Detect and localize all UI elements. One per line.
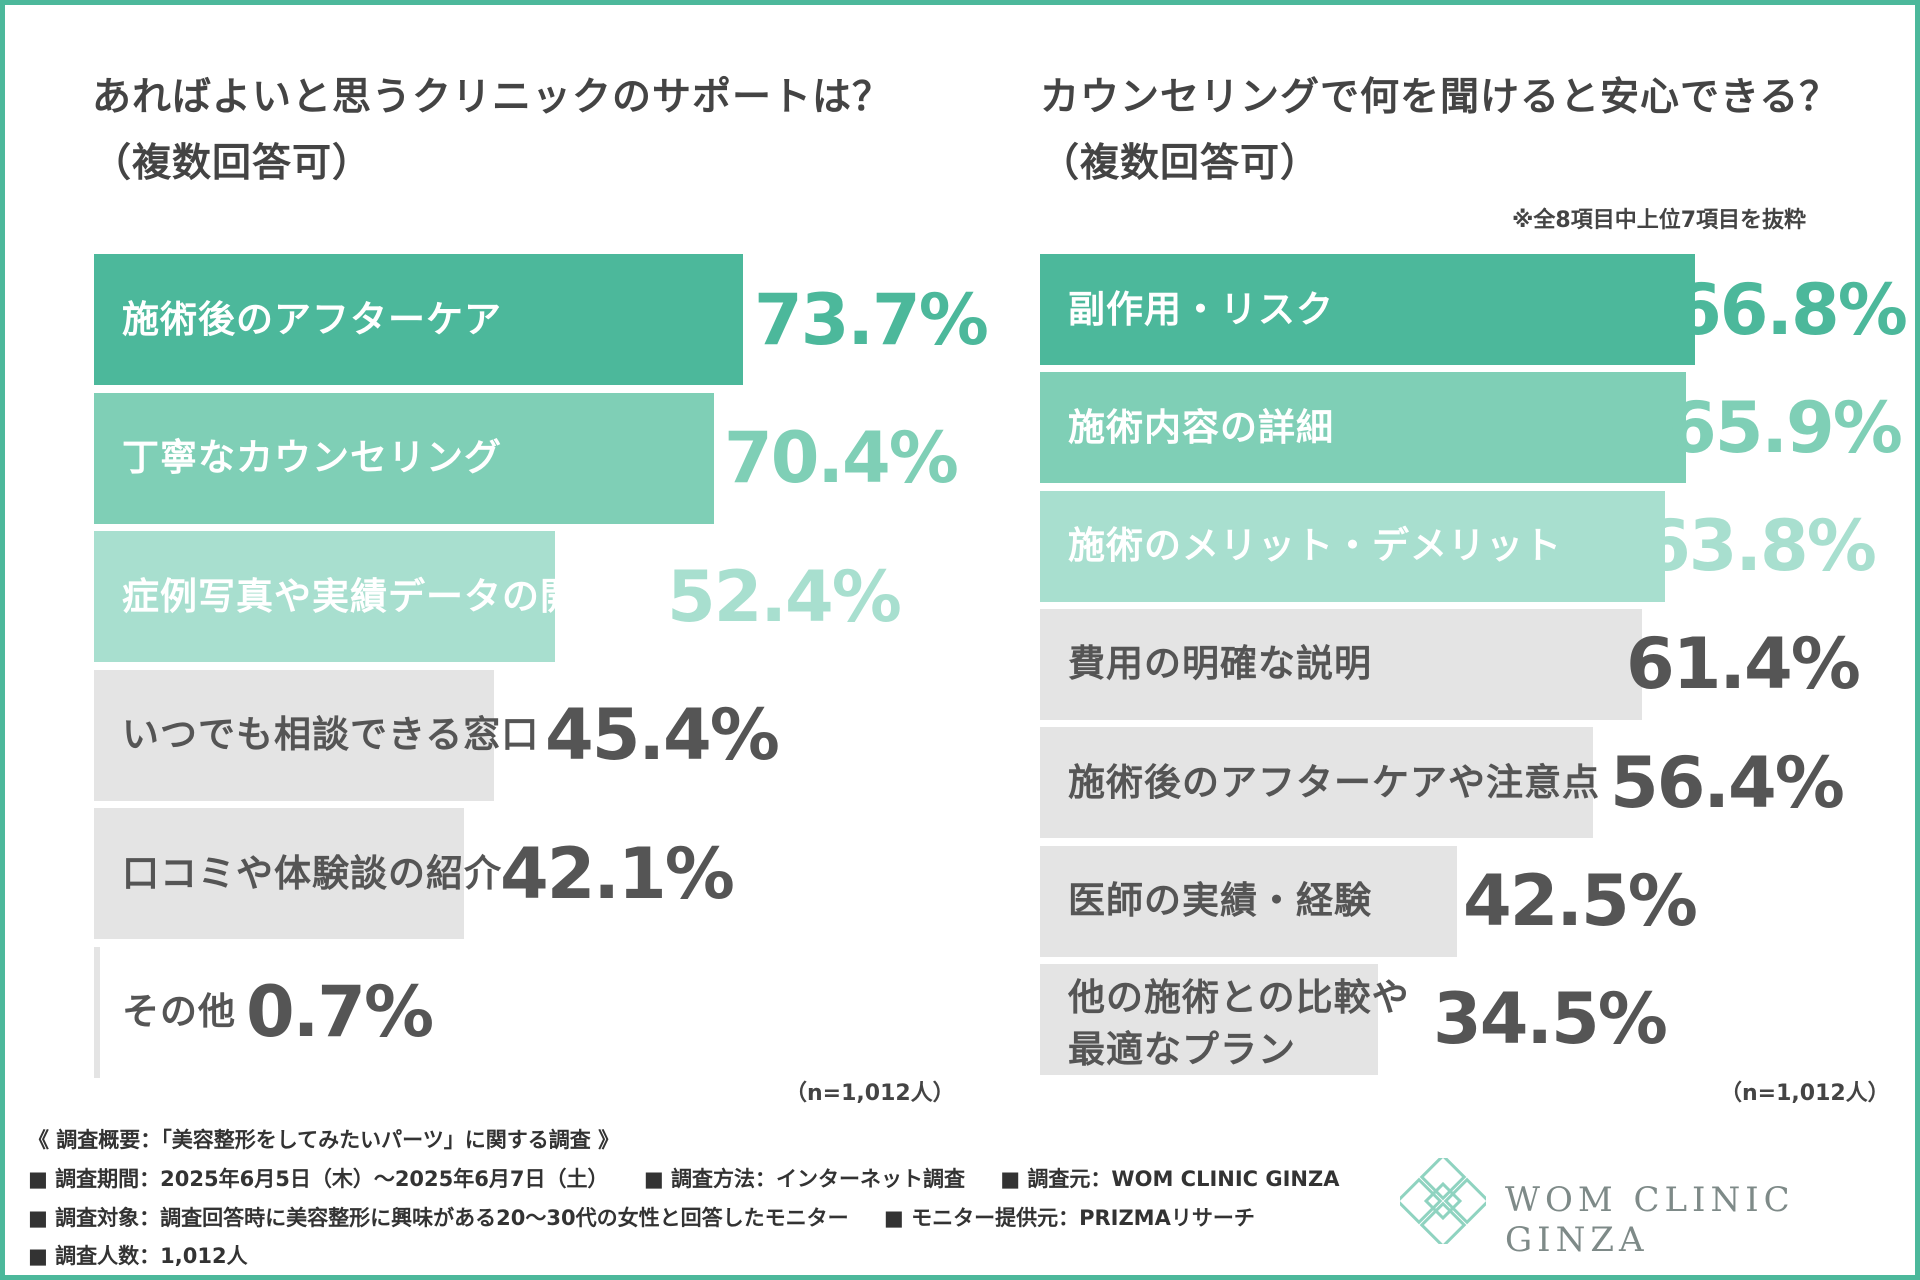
bar-label: 費用の明確な説明 (1068, 642, 1372, 686)
bar-left-4 (94, 808, 465, 939)
footer-target: ■ 調査対象：調査回答時に美容整形に興味がある20～30代の女性と回答したモニタ… (28, 1206, 849, 1230)
bar-right-5 (1040, 845, 1457, 957)
bar-label: 丁寧なカウンセリング (122, 436, 502, 479)
bar-label: 施術内容の詳細 (1068, 405, 1334, 449)
bar-label: 口コミや体験談の紹介 (122, 851, 502, 895)
logo-text: WOM CLINIC GINZA (1505, 1180, 1795, 1260)
bar-right-3 (1040, 608, 1642, 720)
bar-value: 42.1% (500, 832, 735, 915)
bar-left-5 (94, 946, 101, 1078)
bar-right-1 (1040, 372, 1686, 484)
bar-value: 34.5% (1433, 978, 1668, 1061)
bar-value: 42.5% (1463, 860, 1698, 942)
flower-lattice-icon (1400, 1158, 1486, 1244)
footer-row-1: ■ 調査期間：2025年6月5日（木）～2025年6月7日（土） ■ 調査方法：… (28, 1163, 1367, 1193)
bar-value: 73.7% (754, 278, 989, 361)
footer-provider: ■ モニター提供元：PRIZMAリサーチ (883, 1206, 1255, 1230)
bar-right-0 (1040, 254, 1695, 365)
bar-left-2 (94, 531, 556, 662)
bar-value: 63.8% (1642, 505, 1877, 588)
bar-value: 0.7% (246, 971, 434, 1053)
bar-value: 52.4% (667, 555, 902, 638)
footer-method: ■ 調査方法：インターネット調査 (643, 1167, 965, 1191)
bar-value: 56.4% (1610, 741, 1845, 824)
bar-label: 医師の実績・経験 (1068, 879, 1372, 922)
bar-label: 他の施術との比較や 最適なプラン (1068, 975, 1410, 1071)
footer-period: ■ 調査期間：2025年6月5日（木）～2025年6月7日（土） (28, 1167, 609, 1191)
bar-label: その他 (122, 990, 236, 1033)
right-chart-note: ※全8項目中上位7項目を抜粋 (1512, 208, 1807, 233)
bar-value: 66.8% (1673, 268, 1908, 351)
bar-right-6 (1040, 963, 1379, 1075)
footer-heading: 《 調査概要：「美容整形をしてみたいパーツ」に関する調査 》 (28, 1128, 620, 1152)
right-n-label: （n=1,012人） (1720, 1081, 1890, 1106)
right-chart-subtitle: （複数回答可） (1040, 141, 1321, 186)
left-chart-subtitle: （複数回答可） (92, 141, 373, 186)
bar-right-2 (1040, 490, 1666, 602)
bar-value: 61.4% (1626, 623, 1861, 706)
footer-count: ■ 調査人数：1,012人 (28, 1244, 248, 1268)
bar-label: 施術後のアフターケアや注意点 (1068, 760, 1600, 804)
bar-left-3 (94, 669, 494, 801)
bar-left-1 (94, 392, 714, 524)
right-chart-title: カウンセリングで何を聞けると安心できる？ (1040, 75, 1840, 120)
bar-label: いつでも相談できる窓口 (122, 713, 540, 756)
footer-row-2: ■ 調査対象：調査回答時に美容整形に興味がある20～30代の女性と回答したモニタ… (28, 1202, 1283, 1232)
bar-left-0 (94, 254, 743, 385)
bar-label: 副作用・リスク (1068, 287, 1334, 331)
footer-source: ■ 調査元：WOM CLINIC GINZA (1000, 1167, 1340, 1191)
left-n-label: （n=1,012人） (785, 1081, 955, 1106)
bar-value: 65.9% (1668, 386, 1903, 469)
bar-label: 施術後のアフターケア (122, 297, 502, 341)
bar-label: 症例写真や実績データの開示 (122, 574, 616, 618)
bar-label: 施術のメリット・デメリット (1068, 524, 1562, 568)
bar-value: 70.4% (724, 417, 959, 499)
left-chart-title: あればよいと思うクリニックのサポートは？ (92, 75, 893, 120)
bar-right-4 (1040, 727, 1593, 839)
bar-value: 45.4% (545, 694, 780, 776)
